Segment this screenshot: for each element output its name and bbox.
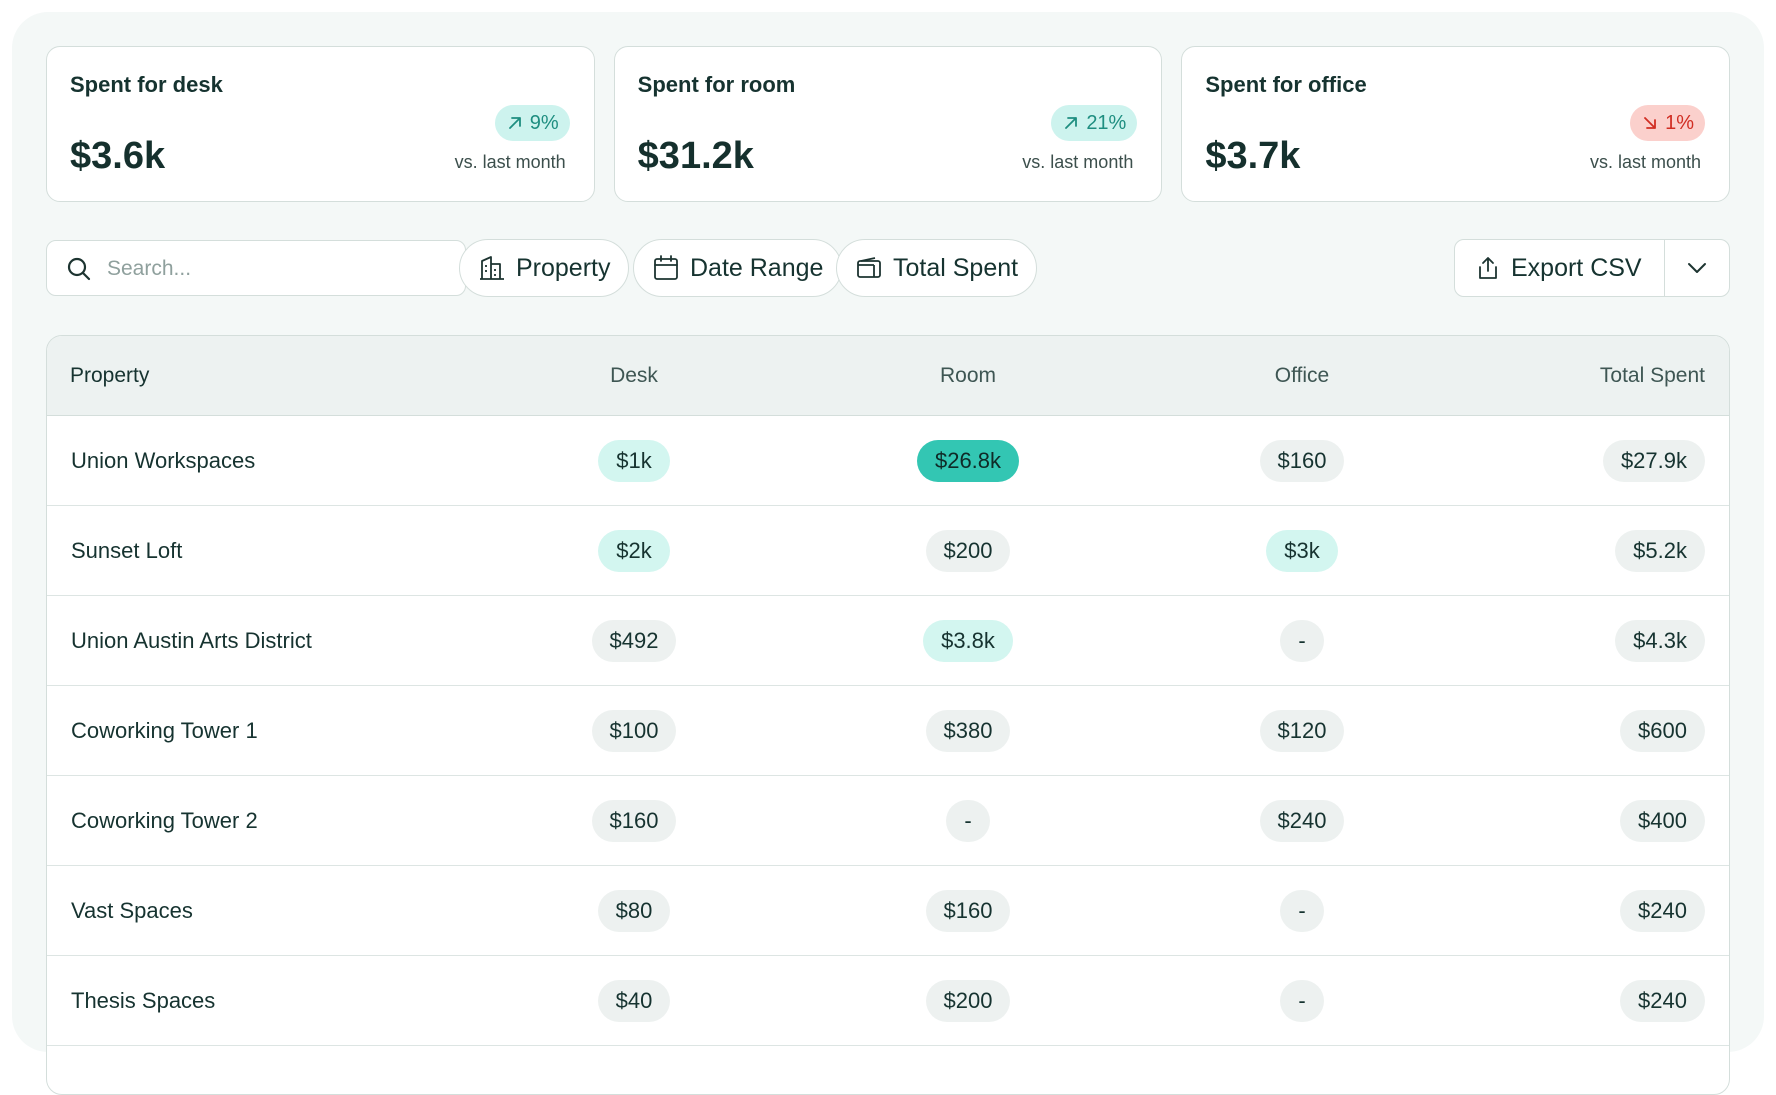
room-amount: - [946,799,990,842]
property-name: Sunset Loft [71,537,183,563]
upload-icon [1479,257,1497,279]
export-csv-button[interactable]: Export CSV [1455,240,1665,296]
trend-value: 9% [529,111,559,134]
arrow-up-right-icon [1065,117,1078,129]
room-amount: $380 [925,709,1011,752]
trend-badge: 9% [494,105,570,141]
column-header-desk[interactable]: Desk [610,363,658,387]
table-row[interactable]: Thesis Spaces $40 $200 - $240 [47,956,1729,1046]
stat-card-room: Spent for room $31.2k 21% vs. last month [613,46,1163,202]
spending-table: Property Desk Room Office Total Spent Un… [46,335,1730,1095]
office-amount: $120 [1259,709,1345,752]
search-box [46,240,466,296]
total-amount: $27.9k [1602,439,1705,482]
column-header-total[interactable]: Total Spent [1599,363,1705,387]
desk-amount: $40 [597,979,671,1022]
property-name: Coworking Tower 2 [71,807,258,833]
filter-label: Total Spent [893,253,1019,282]
office-amount: - [1280,979,1324,1022]
column-header-property[interactable]: Property [70,363,150,387]
building-icon [480,256,504,280]
column-header-room[interactable]: Room [939,363,997,387]
stat-value: $31.2k [637,135,754,177]
export-split-button: Export CSV [1454,239,1730,297]
table-row[interactable]: Coworking Tower 2 $160 - $240 $400 [47,776,1729,866]
stats-row: Spent for desk $3.6k 9% vs. last month S… [46,46,1731,202]
stat-title: Spent for desk [70,72,223,97]
table-row[interactable]: Sunset Loft $2k $200 $3k $5.2k [47,506,1729,596]
search-input[interactable] [105,251,449,287]
table-header: Property Desk Room Office Total Spent [47,336,1729,416]
chevron-down-icon [1688,263,1706,273]
wallet-icon [857,257,881,278]
arrow-up-right-icon [508,117,521,129]
room-amount: $160 [925,889,1011,932]
property-name: Thesis Spaces [71,987,216,1013]
desk-amount: $1k [598,439,670,482]
calendar-icon [654,255,678,280]
search-icon [67,257,91,281]
trend-badge: 21% [1051,105,1138,141]
desk-amount: $80 [597,889,671,932]
stat-note: vs. last month [1022,152,1134,172]
total-spent-filter-button[interactable]: Total Spent [836,239,1038,297]
property-name: Union Austin Arts District [71,627,312,653]
total-amount: $600 [1620,709,1705,752]
stat-card-desk: Spent for desk $3.6k 9% vs. last month [46,46,595,202]
desk-amount: $2k [598,529,670,572]
table-row[interactable]: Union Austin Arts District $492 $3.8k - … [47,596,1729,686]
column-header-office[interactable]: Office [1274,363,1330,387]
stat-title: Spent for room [637,72,796,97]
filter-label: Date Range [690,253,824,282]
date-range-filter-button[interactable]: Date Range [633,239,843,297]
desk-amount: $160 [591,799,677,842]
office-amount: $3k [1266,529,1338,572]
desk-amount: $100 [591,709,677,752]
arrow-down-right-icon [1644,117,1657,129]
total-amount: $240 [1620,889,1705,932]
total-amount: $400 [1620,799,1705,842]
table-row[interactable]: Coworking Tower 1 $100 $380 $120 $600 [47,686,1729,776]
office-amount: $160 [1259,439,1345,482]
property-name: Vast Spaces [71,897,193,923]
stat-note: vs. last month [1589,152,1702,172]
table-row[interactable]: Vast Spaces $80 $160 - $240 [47,866,1729,956]
property-filter-button[interactable]: Property [459,239,630,297]
room-amount: $200 [925,529,1011,572]
stat-value: $3.6k [70,135,166,177]
room-amount: $3.8k [923,619,1013,662]
table-row[interactable]: Union Workspaces $1k $26.8k $160 $27.9k [47,416,1729,506]
desk-amount: $492 [591,619,677,662]
room-amount: $26.8k [916,439,1020,482]
property-name: Coworking Tower 1 [71,717,258,743]
trend-value: 21% [1086,111,1127,134]
total-amount: $5.2k [1615,529,1705,572]
export-options-button[interactable] [1665,240,1729,296]
stat-title: Spent for office [1205,72,1367,97]
export-label: Export CSV [1511,253,1642,282]
stat-value: $3.7k [1205,135,1301,177]
dashboard-panel: Spent for desk $3.6k 9% vs. last month S… [12,12,1764,1095]
property-name: Union Workspaces [71,447,256,473]
toolbar: Property Date Range Total Spent Export C… [46,239,1730,297]
filter-label: Property [516,253,611,282]
trend-badge: 1% [1630,105,1706,141]
total-amount: $240 [1620,979,1705,1022]
stat-note: vs. last month [454,152,566,172]
office-amount: - [1280,619,1324,662]
trend-value: 1% [1665,111,1695,134]
office-amount: $240 [1259,799,1345,842]
total-amount: $4.3k [1615,619,1705,662]
stat-card-office: Spent for office $3.7k 1% vs. last month [1181,46,1731,202]
office-amount: - [1280,889,1324,932]
room-amount: $200 [925,979,1011,1022]
